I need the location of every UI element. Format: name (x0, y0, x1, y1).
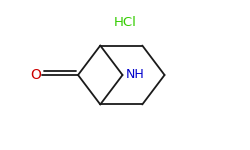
Text: O: O (30, 68, 42, 82)
Text: NH: NH (126, 69, 145, 81)
Text: HCl: HCl (114, 15, 136, 28)
